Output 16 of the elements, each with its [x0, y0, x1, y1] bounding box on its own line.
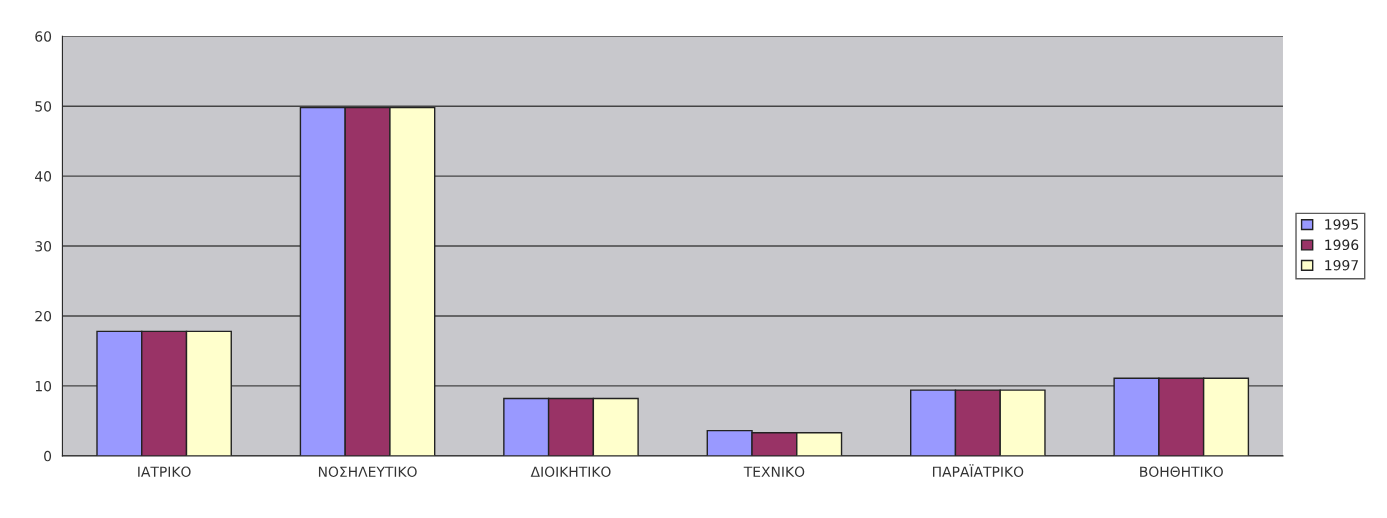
x-tick-label: ΙΑΤΡΙΚΟ: [138, 466, 191, 478]
x-tick-label: ΒΟΗΘΗΤΙΚΟ: [1140, 466, 1223, 478]
legend-label: 1997: [1325, 259, 1358, 271]
x-tick-label: ΝΟΣΗΛΕΥΤΙΚΟ: [318, 466, 417, 478]
y-tick-label: 40: [35, 171, 52, 182]
legend-label: 1996: [1325, 239, 1359, 251]
legend-label: 1995: [1325, 219, 1358, 230]
y-tick-label: 0: [44, 450, 52, 462]
y-tick-label: 50: [35, 101, 52, 112]
y-tick-label: 60: [35, 31, 52, 42]
y-tick-label: 10: [35, 380, 52, 392]
y-tick-label: 30: [35, 241, 52, 252]
x-tick-label: ΤΕΧΝΙΚΟ: [743, 466, 805, 478]
x-tick-label: ΠΑΡΑΪΑΤΡΙΚΟ: [932, 464, 1024, 478]
y-tick-label: 20: [35, 310, 52, 322]
x-tick-label: ΔΙΟΙΚΗΤΙΚΟ: [530, 466, 611, 478]
